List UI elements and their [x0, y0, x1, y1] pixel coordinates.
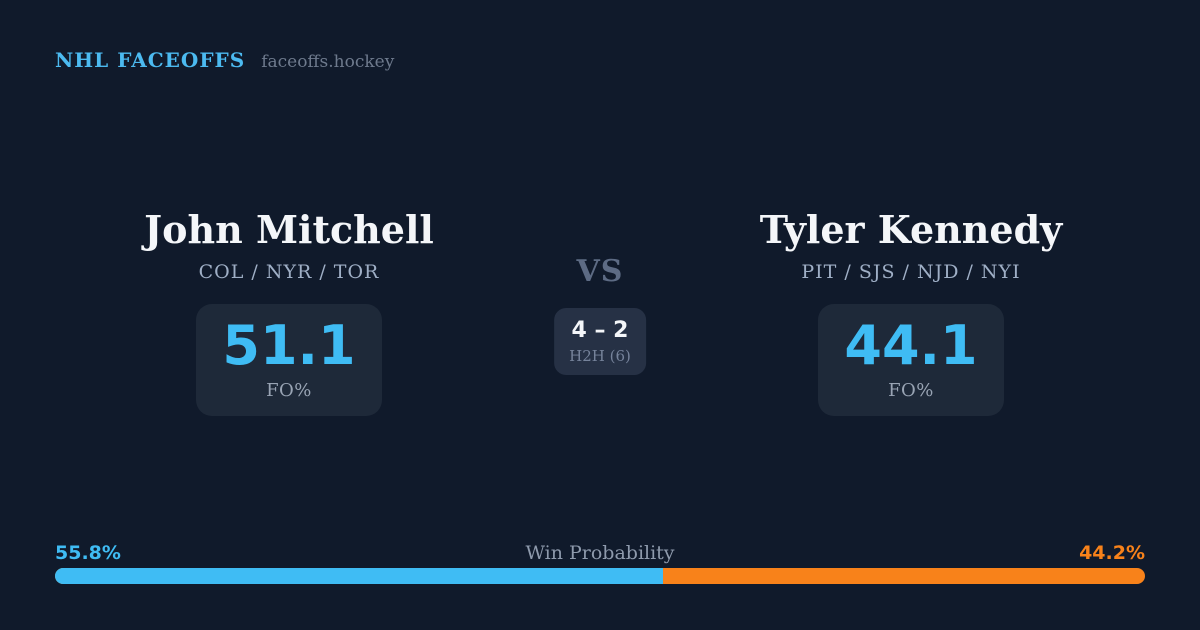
player-right-faceoff-card: 44.1 FO% — [818, 304, 1004, 417]
win-probability-title: Win Probability — [525, 542, 675, 564]
win-probability-bar — [55, 568, 1145, 584]
player-left-faceoff-card: 51.1 FO% — [196, 304, 382, 417]
player-left-fo-percentage: 51.1 — [222, 314, 356, 378]
head-to-head-label: H2H (6) — [569, 347, 631, 366]
player-right-fo-percentage: 44.1 — [844, 314, 978, 378]
player-right-section: Tyler Kennedy PIT / SJS / NJD / NYI 44.1… — [731, 207, 1091, 417]
player-left-name: John Mitchell — [144, 207, 434, 252]
brand-title: NHL FACEOFFS — [55, 48, 246, 72]
vs-label: VS — [576, 254, 624, 289]
site-domain: faceoffs.hockey — [261, 52, 395, 72]
player-right-fo-label: FO% — [888, 380, 934, 402]
head-to-head-card: 4 – 2 H2H (6) — [554, 308, 646, 376]
player-left-teams: COL / NYR / TOR — [198, 260, 380, 283]
win-probability-right-value: 44.2% — [1079, 542, 1145, 564]
player-right-name: Tyler Kennedy — [759, 207, 1063, 252]
player-left-fo-label: FO% — [266, 380, 312, 402]
head-to-head-score: 4 – 2 — [571, 318, 629, 343]
win-probability-bar-left-fill — [55, 568, 664, 584]
player-right-teams: PIT / SJS / NJD / NYI — [801, 260, 1021, 283]
player-left-section: John Mitchell COL / NYR / TOR 51.1 FO% — [109, 207, 469, 417]
win-probability-left-value: 55.8% — [55, 542, 121, 564]
header: NHL FACEOFFS faceoffs.hockey — [55, 48, 394, 72]
